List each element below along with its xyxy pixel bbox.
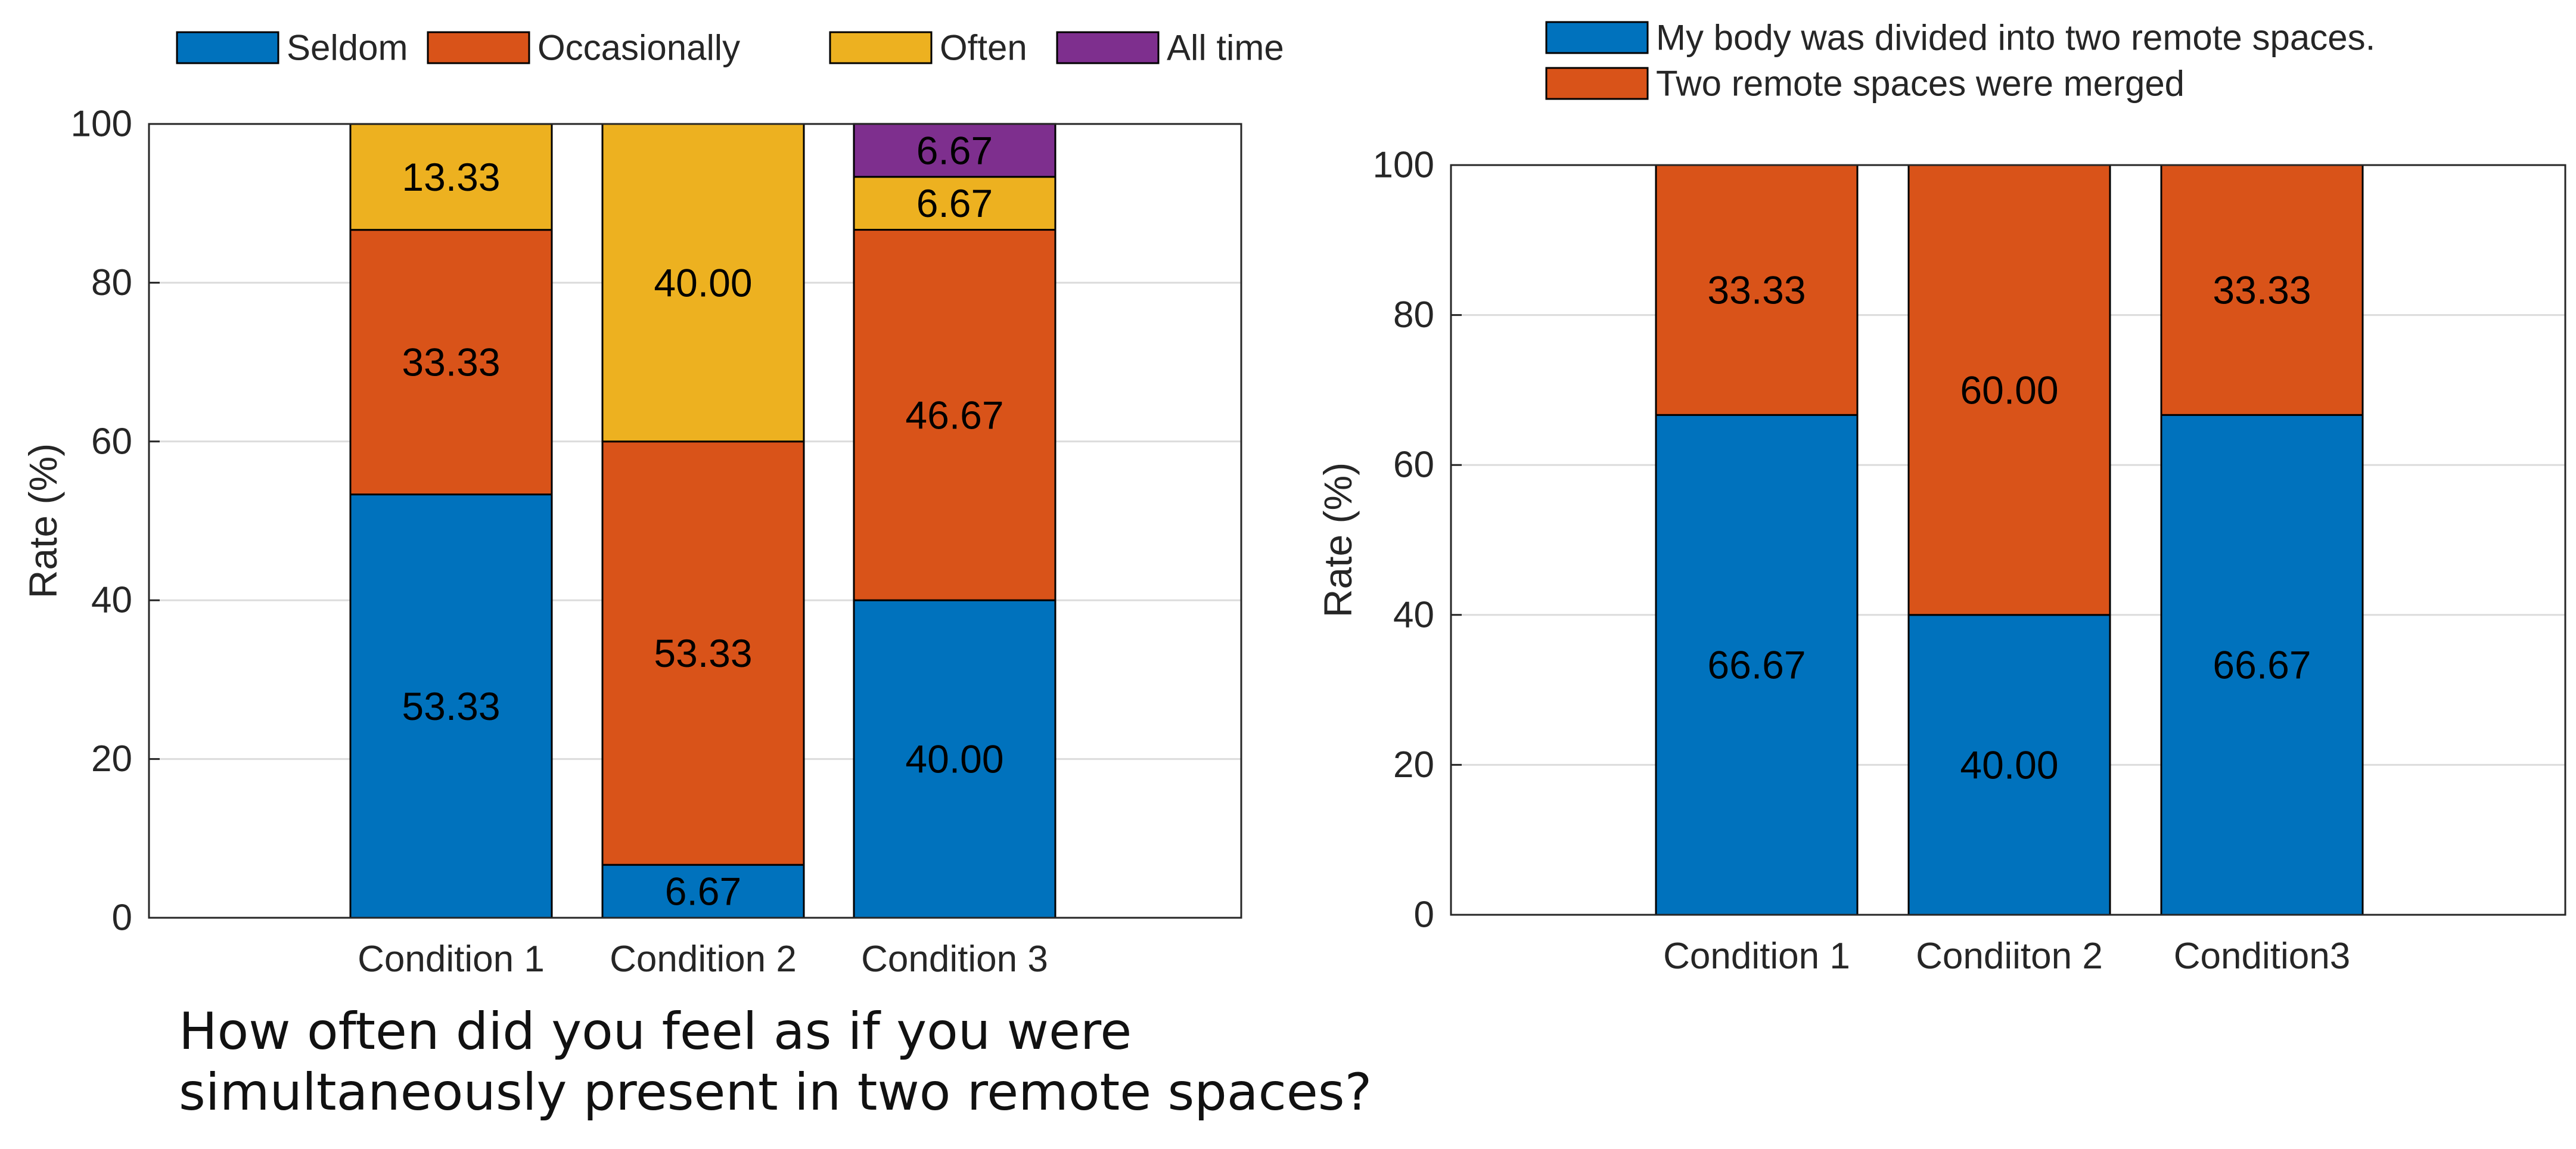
question-caption: How often did you feel as if you were si… (179, 1001, 1668, 1123)
axes-box (1450, 164, 2566, 916)
y-tick-label: 0 (112, 898, 132, 939)
data-label: 40.00 (1960, 743, 2058, 787)
data-label: 40.00 (654, 260, 752, 305)
bar-segment (853, 176, 1056, 231)
y-axis-label: Rate (%) (1316, 462, 1360, 617)
y-tick-label: 40 (91, 580, 132, 621)
data-label: 13.33 (402, 155, 500, 199)
bar-segment (601, 123, 805, 443)
bar-segment (349, 123, 553, 231)
bar-segment (1655, 164, 1859, 416)
data-label: 33.33 (1707, 268, 1806, 312)
legend-label: Two remote spaces were merged (1656, 64, 2185, 104)
data-label: 40.00 (905, 737, 1003, 781)
bar-segment (853, 229, 1056, 601)
y-tick-label: 60 (1393, 445, 1434, 486)
data-label: 66.67 (2213, 643, 2311, 687)
y-tick-label: 40 (1393, 594, 1434, 635)
data-label: 53.33 (654, 631, 752, 675)
data-label: 33.33 (402, 340, 500, 384)
data-label: 6.67 (916, 181, 993, 225)
axes-box (148, 123, 1242, 919)
data-label: 33.33 (2213, 268, 2311, 312)
x-tick-label: Condition 2 (610, 939, 797, 980)
bar-segment (601, 864, 805, 919)
x-tick-label: Condition3 (2174, 936, 2350, 977)
legend-label: Often (940, 28, 1027, 68)
bar-segment (853, 599, 1056, 919)
x-tick-label: Condiiton 2 (1916, 936, 2103, 977)
bar-segment (2160, 164, 2364, 416)
data-label: 6.67 (916, 128, 993, 172)
data-label: 66.67 (1707, 643, 1806, 687)
y-tick-label: 100 (71, 104, 132, 145)
legend-swatch (1545, 67, 1649, 100)
y-axis-label: Rate (%) (21, 443, 65, 598)
legend-label: All time (1167, 28, 1284, 68)
legend-swatch (1056, 31, 1160, 64)
bar-segment (349, 229, 553, 496)
data-label: 60.00 (1960, 368, 2058, 412)
caption-line-1: How often did you feel as if you were (179, 1002, 1132, 1061)
x-tick-label: Condition 1 (358, 939, 545, 980)
right-stacked-bar-chart: 66.67 33.33 Condition 1 40.00 60.00 Condiiton… (1316, 18, 2566, 977)
data-label: 53.33 (402, 684, 500, 728)
legend-label: Occasionally (537, 28, 740, 68)
legend-swatch (176, 31, 279, 64)
left-stacked-bar-chart: 53.33 33.33 13.33 Condition 1 6.67 53.33 40.00… (21, 28, 1284, 980)
bar-segment (1907, 614, 2111, 916)
y-tick-label: 0 (1414, 895, 1434, 936)
caption-line-2: simultaneously present in two remote spa… (179, 1063, 1372, 1122)
bar-segment (2160, 414, 2364, 916)
legend-label: My body was divided into two remote spac… (1656, 18, 2375, 58)
bar-segment (1655, 414, 1859, 916)
data-label: 6.67 (665, 869, 741, 914)
bar-segment (1907, 164, 2111, 616)
x-tick-label: Condition 3 (861, 939, 1048, 980)
bar-segment (601, 440, 805, 866)
x-tick-label: Condition 1 (1663, 936, 1850, 977)
legend-swatch (427, 31, 530, 64)
y-tick-label: 60 (91, 421, 132, 462)
legend-swatch (829, 31, 933, 64)
y-tick-label: 20 (1393, 744, 1434, 785)
y-tick-label: 80 (1393, 294, 1434, 336)
legend-swatch (1545, 21, 1649, 54)
legend-label: Seldom (287, 28, 408, 68)
data-label: 46.67 (905, 393, 1003, 437)
y-tick-label: 100 (1373, 145, 1434, 186)
bar-segment (853, 123, 1056, 178)
y-tick-label: 80 (91, 262, 132, 303)
y-tick-label: 20 (91, 738, 132, 780)
